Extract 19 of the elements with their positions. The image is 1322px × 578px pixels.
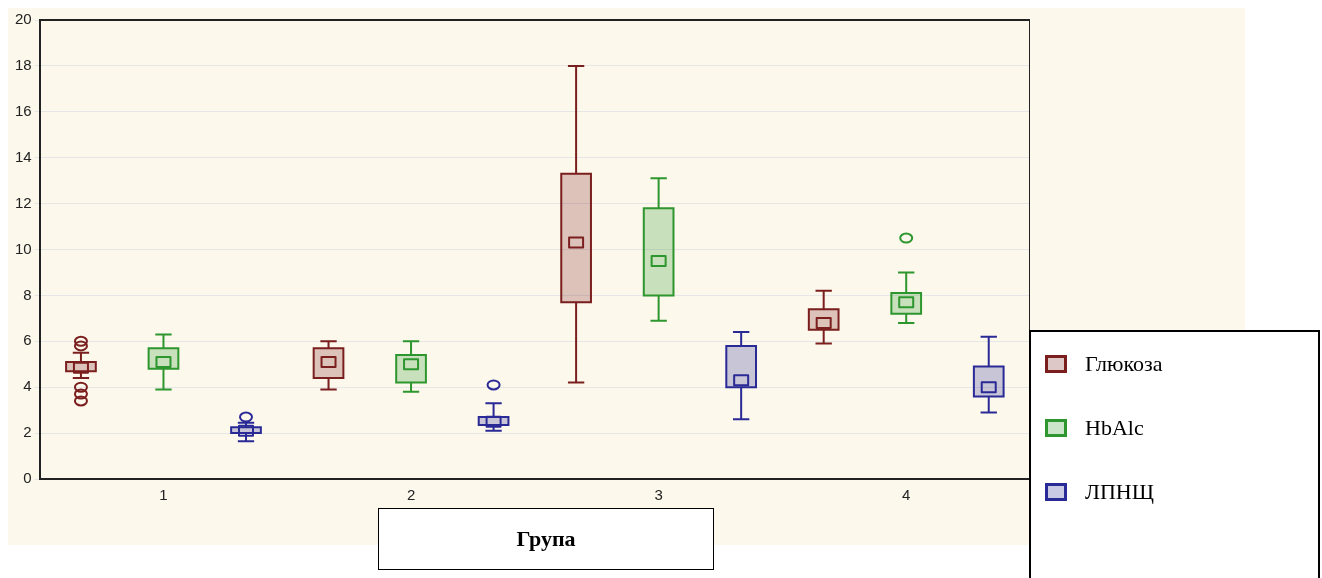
x-tick-label: 2 <box>406 486 416 504</box>
y-tick-label: 14 <box>15 147 32 165</box>
x-axis-title: Група <box>378 508 714 570</box>
y-tick-label: 16 <box>15 101 32 119</box>
x-tick-label: 1 <box>159 486 168 504</box>
x-tick-label: 4 <box>902 486 911 504</box>
y-tick-label: 10 <box>15 239 32 257</box>
y-tick-label: 2 <box>23 423 32 441</box>
y-tick-label: 8 <box>23 285 32 303</box>
legend-label: HbAlc <box>1085 415 1144 441</box>
x-tick-label: 3 <box>654 486 663 504</box>
y-tick-label: 12 <box>15 193 32 211</box>
y-tick-label: 4 <box>23 377 32 395</box>
y-tick-label: 18 <box>15 56 32 74</box>
y-tick-label: 20 <box>15 10 32 28</box>
legend-label: Глюкоза <box>1085 351 1163 377</box>
y-tick-label: 6 <box>23 331 32 349</box>
y-tick-label: 0 <box>23 469 32 487</box>
legend-label: ЛПНЩ <box>1085 479 1154 505</box>
